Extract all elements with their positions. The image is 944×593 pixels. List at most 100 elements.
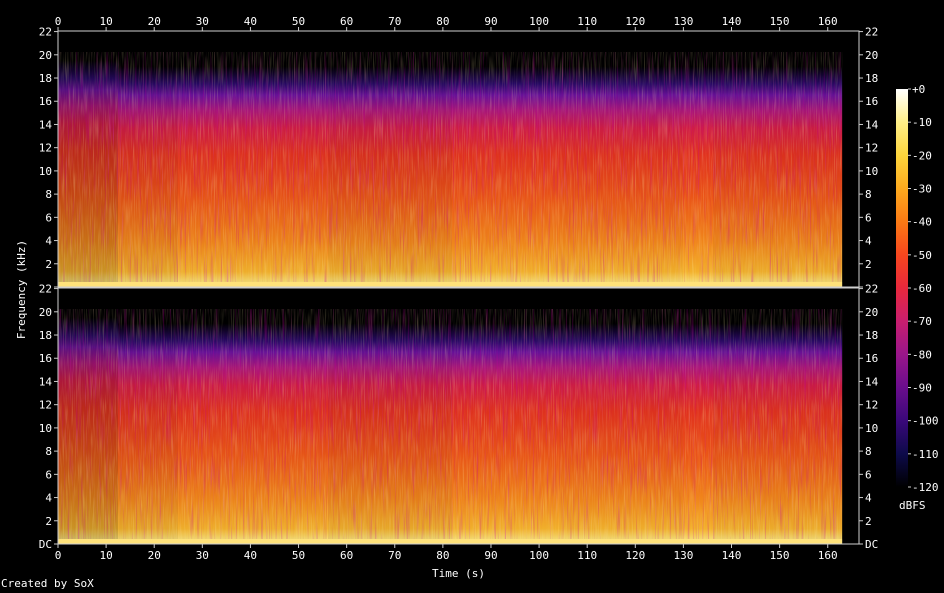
y-tick-label-right: 12 [865, 142, 878, 155]
created-by-credit: Created by SoX [1, 577, 94, 590]
colorbar: +0 -10 -20 -30 -40 -50 -60 -70 -80 -90 -100 -110 -12… [896, 83, 939, 494]
x-tick-label-bottom: 20 [148, 549, 161, 562]
x-tick-label-top: 60 [340, 15, 353, 28]
y-tick-label-left: 18 [39, 329, 52, 342]
y-tick-label-right: 20 [865, 306, 878, 319]
y-tick-label-left: 6 [45, 211, 52, 224]
x-tick-label-bottom: 160 [818, 549, 838, 562]
spectral-gaps [58, 52, 843, 287]
x-tick-label-bottom: 10 [99, 549, 112, 562]
y-tick-label-right: 16 [865, 352, 878, 365]
y-tick-label-left: 14 [39, 118, 53, 131]
y-tick-label-left: 16 [39, 95, 52, 108]
y-tick-label-left: 10 [39, 422, 52, 435]
y-tick-label-left: 12 [39, 142, 52, 155]
y-tick-label-right: 6 [865, 468, 872, 481]
y-tick-label-right: 14 [865, 118, 879, 131]
colorbar-tick-label: -110 [912, 448, 939, 461]
colorbar-unit-label: dBFS [899, 499, 926, 512]
y-tick-label-right: 16 [865, 95, 878, 108]
colorbar-tick-label: -50 [912, 249, 932, 262]
colorbar-tick-label: -70 [912, 315, 932, 328]
x-tick-label-bottom: 60 [340, 549, 353, 562]
y-tick-label-left: 22 [39, 283, 52, 296]
y-tick-label-left: 12 [39, 399, 52, 412]
colorbar-tick-label: -40 [912, 216, 932, 229]
y-tick-label-left: 2 [45, 258, 52, 271]
x-tick-label-top: 90 [484, 15, 497, 28]
y-tick-label-left: 20 [39, 306, 52, 319]
y-tick-label-right: 18 [865, 72, 878, 85]
colorbar-tick-label: -10 [912, 116, 932, 129]
x-tick-label-bottom: 120 [625, 549, 645, 562]
y-tick-label-right: 6 [865, 211, 872, 224]
x-tick-label-top: 130 [673, 15, 693, 28]
y-tick-label-right: 10 [865, 422, 878, 435]
colorbar-tick-label: -90 [912, 382, 932, 395]
x-tick-label-bottom: 80 [436, 549, 449, 562]
x-tick-label-top: 100 [529, 15, 549, 28]
x-tick-label-top: 20 [148, 15, 161, 28]
x-tick-label-bottom: 100 [529, 549, 549, 562]
spectral-gaps [58, 309, 843, 544]
x-tick-label-top: 110 [577, 15, 597, 28]
y-tick-label-right: 4 [865, 235, 872, 248]
x-tick-label-bottom: 150 [770, 549, 790, 562]
colorbar-tick-label: -30 [912, 183, 932, 196]
x-tick-label-bottom: 140 [722, 549, 742, 562]
x-tick-label-bottom: 110 [577, 549, 597, 562]
x-tick-label-top: 80 [436, 15, 449, 28]
y-axis-label: Frequency (kHz) [15, 239, 29, 340]
x-tick-label-bottom: 0 [55, 549, 62, 562]
colorbar-tick-label: +0 [912, 83, 925, 96]
x-tick-label-top: 70 [388, 15, 401, 28]
y-tick-label-right: 12 [865, 399, 878, 412]
y-tick-label-left: 2 [45, 515, 52, 528]
y-tick-label-left: 16 [39, 352, 52, 365]
y-tick-label-right: 4 [865, 492, 872, 505]
y-tick-label-right: 2 [865, 515, 872, 528]
y-tick-label-right: 8 [865, 188, 872, 201]
x-tick-label-top: 0 [55, 15, 62, 28]
y-tick-label-left: 20 [39, 49, 52, 62]
y-tick-label-left: 6 [45, 468, 52, 481]
colorbar-gradient [896, 89, 908, 487]
y-tick-label-right: 8 [865, 445, 872, 458]
x-axis-label: Time (s) [432, 567, 485, 580]
y-tick-label-left: 22 [39, 26, 52, 39]
y-tick-label-right: DC [865, 538, 878, 551]
plot-frame [57, 287, 860, 545]
y-tick-label-left: DC [39, 538, 52, 551]
x-tick-label-top: 10 [99, 15, 112, 28]
x-tick-label-bottom: 50 [292, 549, 305, 562]
y-tick-label-left: 18 [39, 72, 52, 85]
x-tick-label-top: 140 [722, 15, 742, 28]
y-tick-label-right: 10 [865, 165, 878, 178]
colorbar-tick-label: -100 [912, 415, 939, 428]
y-tick-label-left: 8 [45, 188, 52, 201]
x-tick-label-bottom: 90 [484, 549, 497, 562]
y-tick-label-right: 22 [865, 26, 878, 39]
x-tick-label-bottom: 130 [673, 549, 693, 562]
colorbar-tick-label: -60 [912, 282, 932, 295]
colorbar-tick-label: -20 [912, 149, 932, 162]
y-tick-label-left: 4 [45, 235, 52, 248]
plot-frame [57, 30, 860, 288]
y-tick-label-right: 22 [865, 283, 878, 296]
y-tick-label-left: 14 [39, 375, 53, 388]
y-tick-label-left: 10 [39, 165, 52, 178]
x-tick-label-bottom: 30 [196, 549, 209, 562]
colorbar-tick-label: -80 [912, 348, 932, 361]
y-tick-label-left: 8 [45, 445, 52, 458]
x-tick-label-top: 30 [196, 15, 209, 28]
x-tick-label-top: 160 [818, 15, 838, 28]
low-frequency-band [58, 282, 843, 287]
colorbar-tick-label: -120 [912, 481, 939, 494]
y-tick-label-right: 20 [865, 49, 878, 62]
x-tick-label-bottom: 40 [244, 549, 257, 562]
y-tick-label-right: 18 [865, 329, 878, 342]
y-tick-label-left: 4 [45, 492, 52, 505]
